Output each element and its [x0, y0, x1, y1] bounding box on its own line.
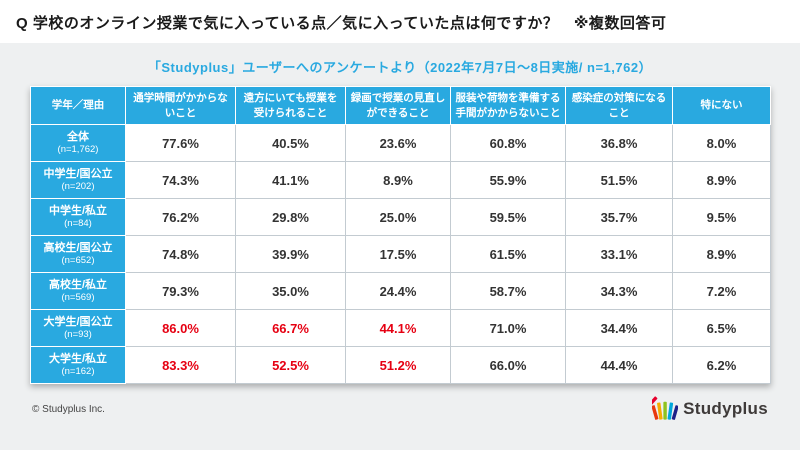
value-cell: 17.5%: [345, 235, 451, 273]
value-cell: 24.4%: [345, 272, 451, 310]
row-label: 全体 (n=1,762): [30, 124, 126, 162]
value-cell: 35.7%: [565, 198, 673, 236]
row-sample-size: (n=569): [61, 291, 95, 303]
value-cell: 40.5%: [235, 124, 346, 162]
table-row: 学年／理由 通学時間がかからないこと 遠方にいても授業を受けられること 録画で授業の見…: [30, 86, 771, 125]
value-cell: 29.8%: [235, 198, 346, 236]
row-label-text: 中学生/国公立: [43, 167, 113, 180]
table-row: 高校生/国公立 (n=652) 74.8% 39.9% 17.5% 61.5% 33.1% 8…: [30, 235, 771, 273]
value-cell: 6.2%: [672, 346, 771, 384]
value-cell: 34.3%: [565, 272, 673, 310]
row-sample-size: (n=652): [61, 254, 95, 266]
row-label-text: 高校生/国公立: [43, 241, 113, 254]
table-row: 全体 (n=1,762) 77.6% 40.5% 23.6% 60.8% 36.8% 8.0%: [30, 124, 771, 162]
table-row: 大学生/国公立 (n=93) 86.0% 66.7% 44.1% 71.0% 34.4% 6.…: [30, 309, 771, 347]
value-cell: 77.6%: [125, 124, 236, 162]
row-sample-size: (n=162): [61, 365, 95, 377]
column-header: 服装や荷物を準備する手間がかからないこと: [450, 86, 566, 125]
column-header: 遠方にいても授業を受けられること: [235, 86, 346, 125]
row-label-text: 全体: [67, 130, 89, 143]
studyplus-logo-icon: [652, 396, 679, 420]
page-title: Q 学校のオンライン授業で気に入っている点／気に入っていた点は何ですか？ ※複数…: [16, 15, 667, 32]
table-row: 大学生/私立 (n=162) 83.3% 52.5% 51.2% 66.0% 44.4% 6.…: [30, 346, 771, 384]
row-label: 大学生/私立 (n=162): [30, 346, 126, 384]
row-label: 高校生/国公立 (n=652): [30, 235, 126, 273]
value-cell: 7.2%: [672, 272, 771, 310]
survey-content: 「Studyplus」ユーザーへのアンケートより（2022年7月7日〜8日実施/…: [0, 43, 800, 422]
value-cell: 74.3%: [125, 161, 236, 199]
row-sample-size: (n=84): [64, 217, 92, 229]
value-cell: 41.1%: [235, 161, 346, 199]
value-cell: 71.0%: [450, 309, 566, 347]
footer: © Studyplus Inc. Studyplus: [30, 384, 770, 422]
column-header: 特にない: [672, 86, 771, 125]
value-cell: 76.2%: [125, 198, 236, 236]
value-cell: 36.8%: [565, 124, 673, 162]
value-cell: 8.9%: [672, 161, 771, 199]
column-header: 感染症の対策になること: [565, 86, 673, 125]
row-label-text: 中学生/私立: [48, 204, 108, 217]
value-cell-highlighted: 86.0%: [125, 309, 236, 347]
title-bar: Q 学校のオンライン授業で気に入っている点／気に入っていた点は何ですか？ ※複数…: [0, 0, 800, 43]
value-cell: 61.5%: [450, 235, 566, 273]
table-row: 中学生/私立 (n=84) 76.2% 29.8% 25.0% 59.5% 35.7% 9.5…: [30, 198, 771, 236]
value-cell: 59.5%: [450, 198, 566, 236]
table-header-row: 学年／理由 通学時間がかからないこと 遠方にいても授業を受けられること 録画で授業の見…: [30, 86, 771, 125]
value-cell: 8.9%: [672, 235, 771, 273]
value-cell-highlighted: 83.3%: [125, 346, 236, 384]
value-cell: 34.4%: [565, 309, 673, 347]
value-cell: 44.4%: [565, 346, 673, 384]
value-cell: 33.1%: [565, 235, 673, 273]
row-sample-size: (n=202): [61, 180, 95, 192]
row-label: 高校生/私立 (n=569): [30, 272, 126, 310]
row-label: 中学生/私立 (n=84): [30, 198, 126, 236]
row-sample-size: (n=1,762): [57, 143, 99, 155]
value-cell: 74.8%: [125, 235, 236, 273]
value-cell: 60.8%: [450, 124, 566, 162]
value-cell: 39.9%: [235, 235, 346, 273]
value-cell: 51.5%: [565, 161, 673, 199]
table-row: 中学生/国公立 (n=202) 74.3% 41.1% 8.9% 55.9% 51.5% 8.…: [30, 161, 771, 199]
studyplus-logo: Studyplus: [652, 396, 768, 422]
row-label: 中学生/国公立 (n=202): [30, 161, 126, 199]
value-cell: 55.9%: [450, 161, 566, 199]
table-row: 高校生/私立 (n=569) 79.3% 35.0% 24.4% 58.7% 34.3% 7.…: [30, 272, 771, 310]
value-cell: 79.3%: [125, 272, 236, 310]
value-cell: 6.5%: [672, 309, 771, 347]
value-cell: 8.9%: [345, 161, 451, 199]
value-cell: 8.0%: [672, 124, 771, 162]
value-cell-highlighted: 52.5%: [235, 346, 346, 384]
value-cell: 25.0%: [345, 198, 451, 236]
survey-results-table: 学年／理由 通学時間がかからないこと 遠方にいても授業を受けられること 録画で授業の見…: [30, 86, 771, 384]
value-cell-highlighted: 51.2%: [345, 346, 451, 384]
row-label-text: 大学生/国公立: [43, 315, 113, 328]
column-header: 学年／理由: [30, 86, 126, 125]
value-cell: 35.0%: [235, 272, 346, 310]
row-label: 大学生/国公立 (n=93): [30, 309, 126, 347]
column-header: 通学時間がかからないこと: [125, 86, 236, 125]
value-cell: 66.0%: [450, 346, 566, 384]
row-label-text: 大学生/私立: [48, 352, 108, 365]
studyplus-logo-text: Studyplus: [683, 399, 768, 418]
value-cell-highlighted: 44.1%: [345, 309, 451, 347]
value-cell: 23.6%: [345, 124, 451, 162]
value-cell: 9.5%: [672, 198, 771, 236]
row-label-text: 高校生/私立: [48, 278, 108, 291]
copyright-text: © Studyplus Inc.: [32, 403, 105, 415]
row-sample-size: (n=93): [64, 328, 92, 340]
column-header: 録画で授業の見直しができること: [345, 86, 451, 125]
survey-subtitle: 「Studyplus」ユーザーへのアンケートより（2022年7月7日〜8日実施/…: [147, 60, 653, 75]
table-body: 全体 (n=1,762) 77.6% 40.5% 23.6% 60.8% 36.8% 8.0%…: [30, 124, 771, 384]
value-cell: 58.7%: [450, 272, 566, 310]
value-cell-highlighted: 66.7%: [235, 309, 346, 347]
